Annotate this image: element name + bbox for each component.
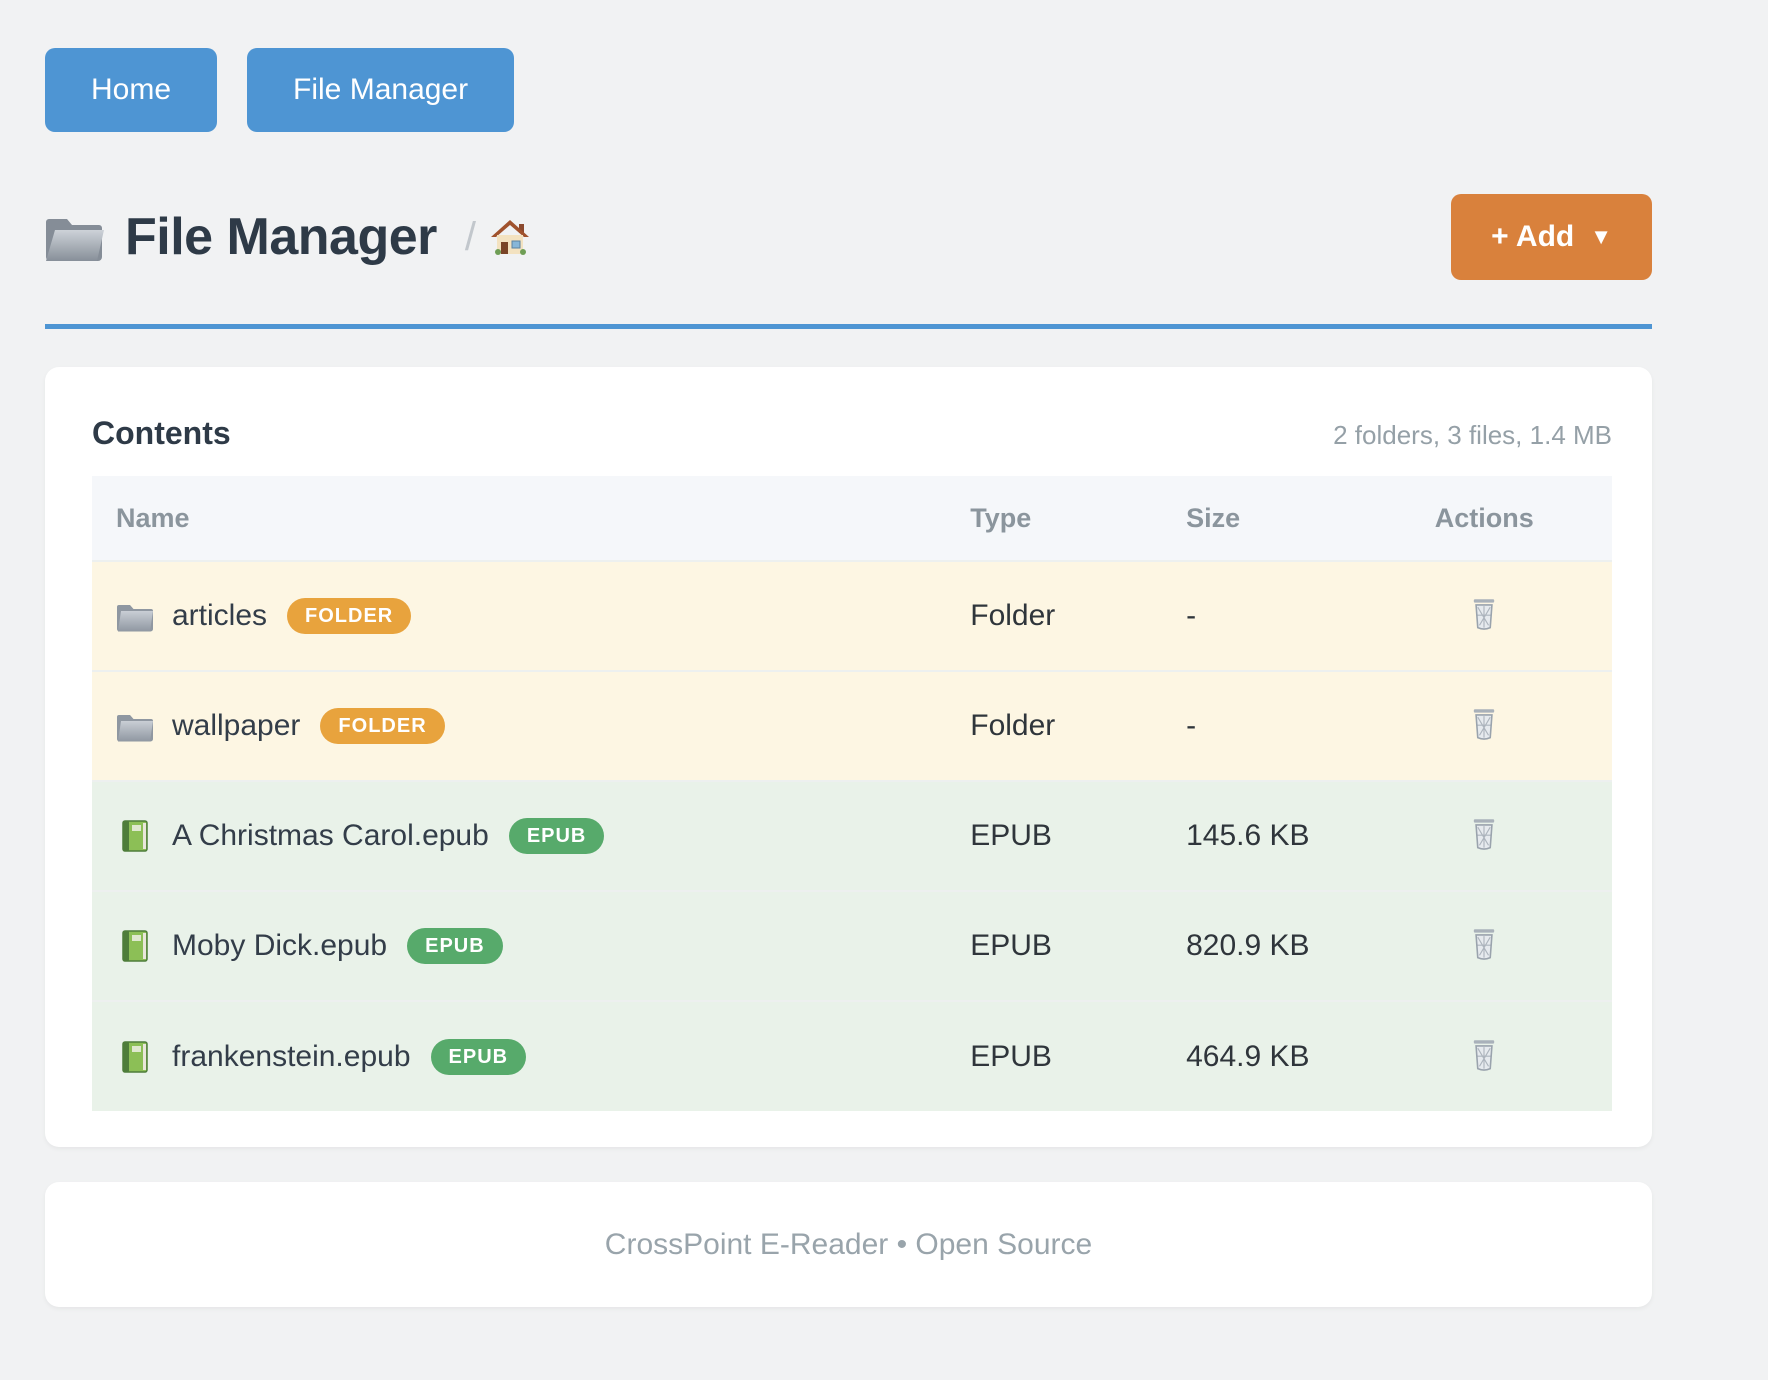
file-name-link[interactable]: A Christmas Carol.epub <box>172 819 489 852</box>
file-size-cell: - <box>1162 670 1357 781</box>
folder-open-icon <box>45 211 105 263</box>
trash-icon <box>1469 927 1499 961</box>
column-header-type: Type <box>946 476 1163 561</box>
delete-button[interactable] <box>1465 813 1503 855</box>
file-type-cell: EPUB <box>946 890 1163 1001</box>
column-header-size: Size <box>1162 476 1357 561</box>
file-size-cell: 464.9 KB <box>1162 1000 1357 1111</box>
header-divider <box>45 324 1652 329</box>
book-icon <box>116 1040 154 1074</box>
book-icon <box>116 819 154 853</box>
folder-icon <box>116 599 154 633</box>
house-icon[interactable] <box>490 218 530 256</box>
file-type-cell: EPUB <box>946 1000 1163 1111</box>
delete-button[interactable] <box>1465 593 1503 635</box>
delete-button[interactable] <box>1465 923 1503 965</box>
file-badge: EPUB <box>508 818 605 854</box>
trash-icon <box>1469 597 1499 631</box>
file-name-link[interactable]: frankenstein.epub <box>172 1039 411 1073</box>
file-type-cell: EPUB <box>946 780 1163 891</box>
breadcrumb-separator: / <box>464 214 476 259</box>
column-header-name: Name <box>92 476 947 561</box>
book-icon <box>116 929 154 963</box>
table-row[interactable]: frankenstein.epub EPUB EPUB 464.9 KB <box>92 1000 1612 1111</box>
file-type-cell: Folder <box>946 560 1163 671</box>
table-body: articles FOLDER Folder - wallpaper FOLDE… <box>92 560 1612 1111</box>
contents-summary: 2 folders, 3 files, 1.4 MB <box>1333 420 1612 450</box>
trash-icon <box>1469 1038 1499 1072</box>
trash-icon <box>1469 707 1499 741</box>
file-size-cell: - <box>1162 560 1357 671</box>
nav-home-button[interactable]: Home <box>45 48 218 132</box>
contents-card: Contents 2 folders, 3 files, 1.4 MB Name… <box>45 367 1652 1147</box>
title-group: File Manager / <box>45 207 530 267</box>
top-nav: Home File Manager <box>45 48 1652 132</box>
contents-heading: Contents <box>92 415 231 451</box>
file-name-link[interactable]: wallpaper <box>172 709 301 742</box>
contents-card-head: Contents 2 folders, 3 files, 1.4 MB <box>92 415 1612 452</box>
chevron-down-icon: ▼ <box>1590 224 1612 249</box>
page: Home File Manager File Manager / + Add ▼… <box>45 48 1652 1307</box>
add-button-label: + Add <box>1491 220 1575 253</box>
table-row[interactable]: Moby Dick.epub EPUB EPUB 820.9 KB <box>92 890 1612 1001</box>
file-table: Name Type Size Actions articles FOLDER F… <box>92 476 1612 1111</box>
table-row[interactable]: wallpaper FOLDER Folder - <box>92 670 1612 781</box>
page-title: File Manager <box>125 208 437 266</box>
column-header-actions: Actions <box>1356 476 1612 561</box>
trash-icon <box>1469 817 1499 851</box>
delete-button[interactable] <box>1465 703 1503 745</box>
file-badge: EPUB <box>407 928 503 964</box>
table-row[interactable]: A Christmas Carol.epub EPUB EPUB 145.6 K… <box>92 780 1612 891</box>
page-header: File Manager / + Add ▼ <box>45 194 1652 280</box>
delete-button[interactable] <box>1465 1034 1503 1076</box>
folder-icon <box>116 709 154 743</box>
file-type-cell: Folder <box>946 670 1163 781</box>
file-badge: FOLDER <box>320 708 445 744</box>
file-badge: EPUB <box>430 1038 527 1075</box>
file-size-cell: 145.6 KB <box>1162 780 1357 891</box>
file-name-link[interactable]: Moby Dick.epub <box>172 929 388 962</box>
add-button[interactable]: + Add ▼ <box>1451 194 1652 280</box>
file-size-cell: 820.9 KB <box>1162 890 1357 1001</box>
nav-file-manager-button[interactable]: File Manager <box>247 48 515 132</box>
file-name-link[interactable]: articles <box>172 599 268 632</box>
footer-card: CrossPoint E-Reader • Open Source <box>45 1182 1652 1307</box>
footer-text: CrossPoint E-Reader • Open Source <box>604 1227 1093 1261</box>
file-badge: FOLDER <box>287 598 412 634</box>
file-table-header: Name Type Size Actions <box>92 476 1612 561</box>
table-row[interactable]: articles FOLDER Folder - <box>92 560 1612 671</box>
